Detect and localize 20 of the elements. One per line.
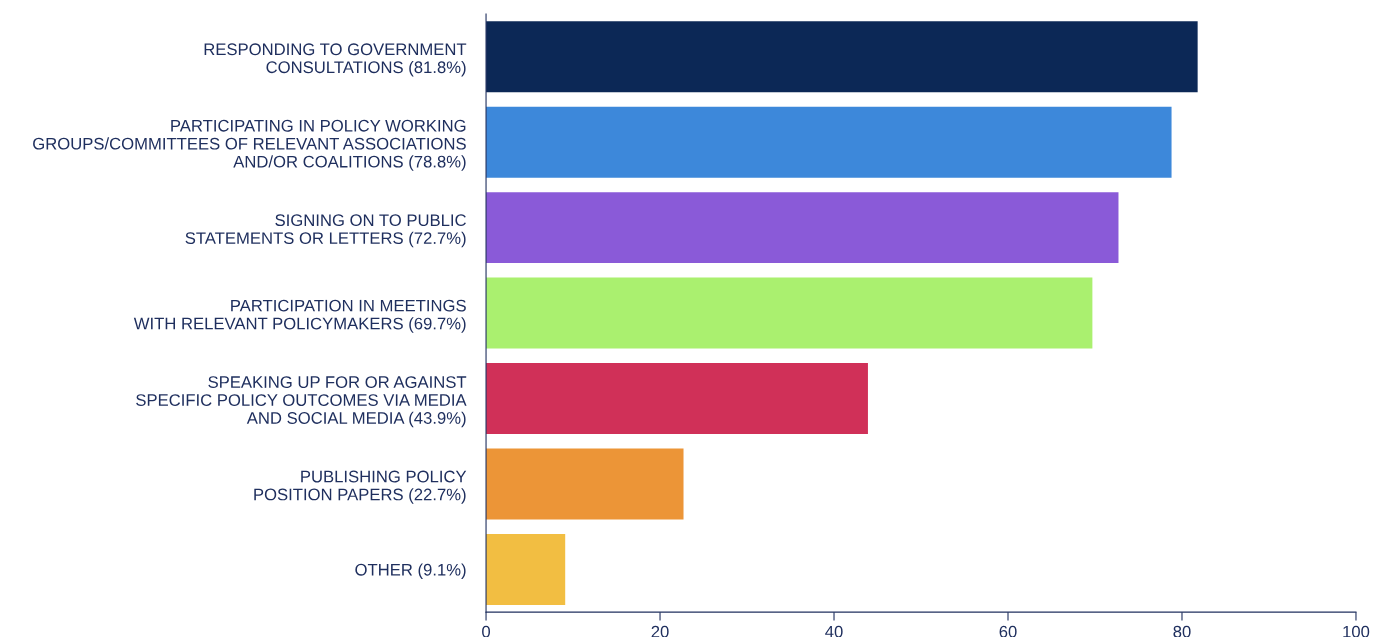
x-tick-label: 0	[482, 625, 491, 637]
x-tick-label: 40	[825, 625, 843, 637]
bar	[486, 21, 1198, 93]
y-tick-label: SPEAKING UP FOR OR AGAINST SPECIFIC POLICY OUTCOMES VIA MEDIA AND SOCIAL MEDIA (43.9%)	[136, 376, 467, 428]
y-tick-label: PARTICIPATING IN POLICY WORKING GROUPS/COMMITTEES OF RELEVANT ASSOCIATIONS AND/OR COALITIONS (78.8%)	[33, 119, 466, 171]
y-tick-label: OTHER (9.1%)	[355, 563, 466, 579]
bar	[486, 363, 868, 434]
bar	[486, 106, 1172, 178]
bar	[486, 277, 1093, 349]
x-tick-label: 60	[999, 625, 1017, 637]
y-tick-label: SIGNING ON TO PUBLIC STATEMENTS OR LETTERS (72.7%)	[185, 214, 466, 248]
bar	[486, 533, 566, 605]
y-tick-label: RESPONDING TO GOVERNMENT CONSULTATIONS (81.8%)	[204, 43, 467, 77]
x-tick-label: 80	[1173, 625, 1191, 637]
x-tick-label: 100	[1343, 625, 1370, 637]
bar	[486, 192, 1119, 264]
x-tick-label: 20	[651, 625, 669, 637]
y-tick-label: PARTICIPATION IN MEETINGS WITH RELEVANT POLICYMAKERS (69.7%)	[133, 299, 466, 333]
y-tick-label: PUBLISHING POLICY POSITION PAPERS (22.7%)	[254, 470, 467, 504]
bar	[486, 448, 684, 520]
